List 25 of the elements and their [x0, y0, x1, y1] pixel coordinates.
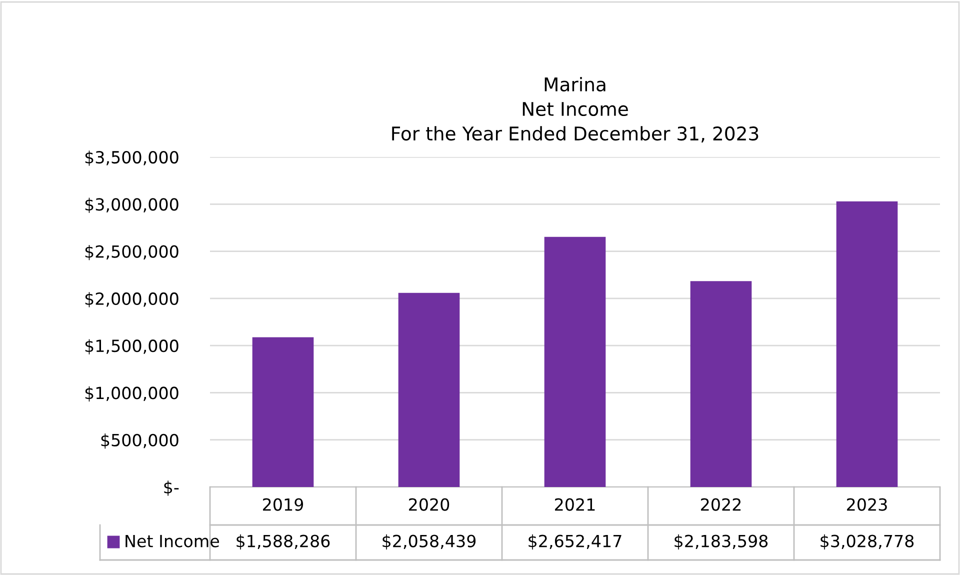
x-tick-label: 2022	[701, 498, 741, 511]
bar	[544, 236, 606, 487]
chart-title: Marina Net Income For the Year Ended December 31, 2023	[392, 76, 758, 143]
data-label: $2,652,417	[528, 534, 622, 550]
x-tick-label: 2019	[263, 498, 304, 511]
y-tick-label: $3,000,000	[85, 198, 178, 213]
bar	[836, 201, 898, 487]
data-label: $1,588,286	[236, 534, 330, 550]
y-tick-label: $1,000,000	[85, 386, 178, 402]
data-label: $2,183,598	[674, 534, 768, 550]
legend-label: Net Income	[126, 534, 219, 548]
y-tick-label: $2,500,000	[85, 244, 178, 260]
x-tick-label: 2021	[555, 498, 595, 511]
bar	[690, 281, 752, 487]
y-tick-label: $3,500,000	[85, 150, 178, 166]
data-label: $3,028,778	[820, 534, 914, 550]
x-tick-label: 2023	[847, 498, 887, 511]
bar	[398, 292, 460, 487]
data-label: $2,058,439	[382, 534, 476, 550]
y-tick-label: $-	[164, 480, 179, 496]
y-tick-label: $1,500,000	[85, 339, 178, 354]
bar	[252, 337, 314, 487]
y-tick-label: $2,000,000	[85, 292, 178, 308]
x-tick-label: 2020	[409, 498, 450, 511]
y-tick-label: $500,000	[101, 434, 178, 449]
